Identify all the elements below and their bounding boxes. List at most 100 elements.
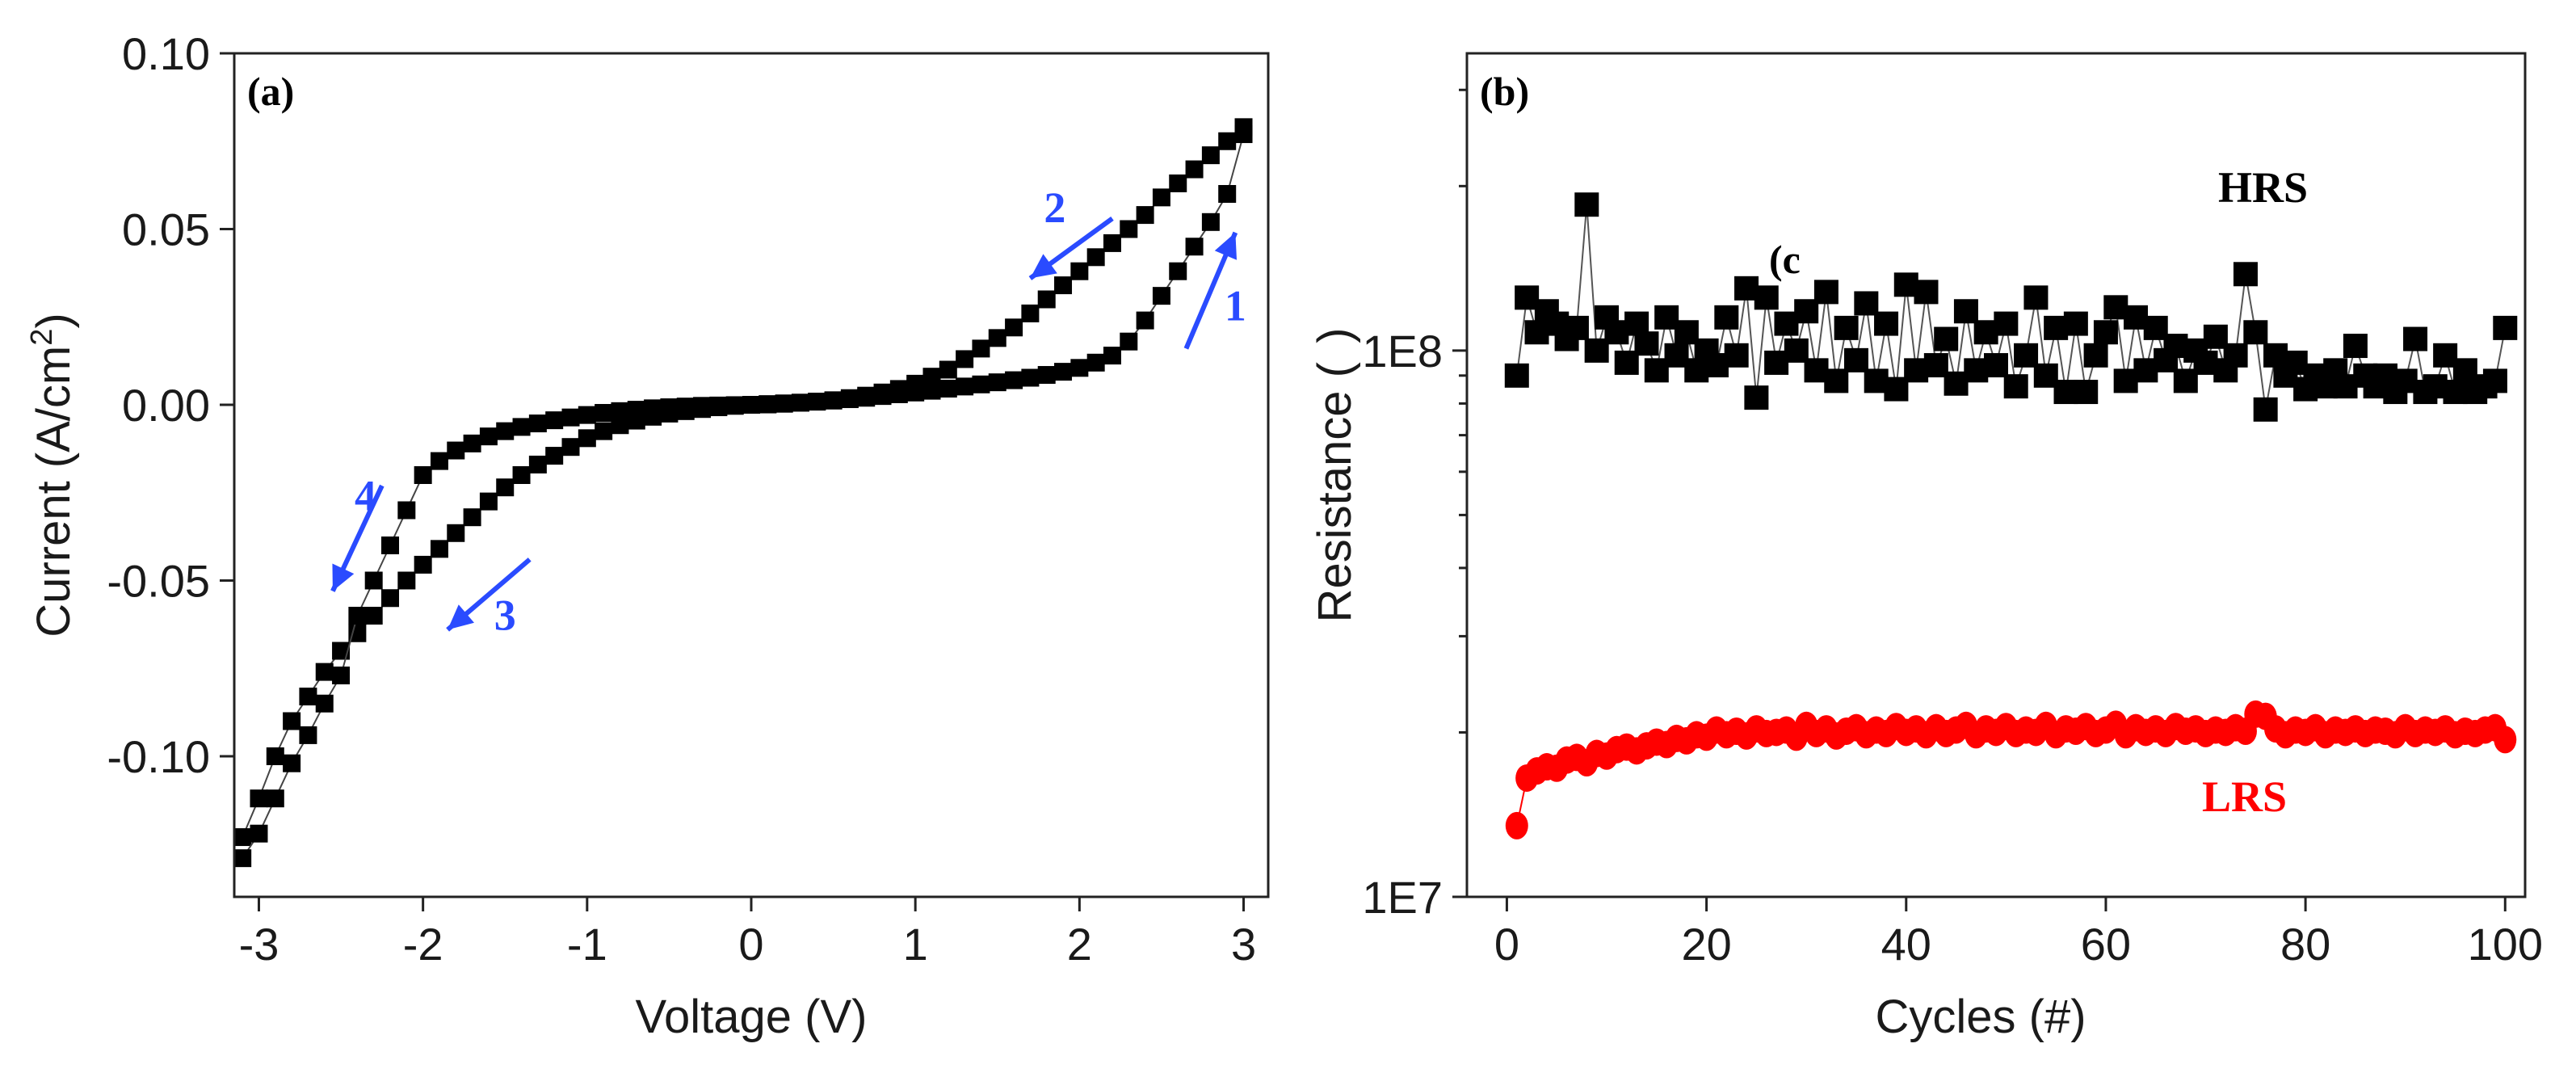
- panel-a-y-axis-title: Current (A/cm2): [25, 313, 80, 637]
- panel-a-sweep-arrow-label: 4: [355, 472, 376, 520]
- hrs-data-point: [2233, 262, 2258, 287]
- panel-a-data-point: [627, 401, 645, 419]
- panel-a-data-point: [1136, 311, 1154, 330]
- hrs-data-point: [1504, 363, 1529, 388]
- hrs-data-point: [1813, 280, 1838, 305]
- panel-a-data-point: [1103, 234, 1121, 252]
- panel-a-data-point: [1054, 363, 1073, 381]
- hrs-data-point: [1834, 315, 1859, 340]
- panel-a-data-point: [496, 478, 515, 497]
- panel-a-axis-ticks: -3 -2 -1 0 1 2 3 0.10 0.05 0.00 -0.05 -0.10: [107, 28, 1256, 970]
- panel-b-stray-text: (c: [1769, 237, 1801, 282]
- panel-a-data-point: [611, 402, 629, 420]
- panel-a-data-point: [1037, 366, 1056, 385]
- panel-a-data-point: [1185, 160, 1204, 179]
- panel-a-data-point: [906, 374, 925, 393]
- panel-a-data-point: [840, 389, 859, 407]
- panel-a-data-point: [283, 712, 301, 730]
- panel-a: -3 -2 -1 0 1 2 3 0.10 0.05 0.00 -0.05 -0.10 1 2 3 4 (a…: [25, 28, 1270, 1043]
- hrs-data-point: [2063, 311, 2088, 336]
- hrs-data-point: [2223, 343, 2248, 368]
- lrs-label: LRS: [2202, 772, 2287, 821]
- panel-a-data-point: [561, 408, 580, 427]
- panel-a-sweep-arrowhead: [332, 563, 355, 591]
- panel-a-x-tick-label: -3: [239, 919, 279, 970]
- panel-a-data-point: [315, 694, 334, 713]
- panel-a-y-axis-title-superscript: 2: [25, 329, 59, 346]
- panel-a-data-point: [1120, 220, 1138, 238]
- panel-a-data-point: [693, 397, 712, 415]
- panel-a-data-point: [332, 666, 351, 684]
- panel-a-data-point: [1201, 146, 1220, 165]
- panel-a-data-point: [1005, 318, 1023, 337]
- panel-a-arrows: 1 2 3 4: [330, 183, 1246, 639]
- panel-a-label: (a): [247, 69, 294, 114]
- panel-a-data-point: [578, 429, 596, 448]
- panel-a-data-point: [348, 607, 367, 625]
- panel-a-data-point: [545, 411, 564, 430]
- panel-a-data-point: [250, 824, 268, 843]
- panel-a-data-point: [364, 607, 383, 625]
- panel-a-data-point: [1086, 353, 1105, 372]
- panel-a-data-point: [1185, 238, 1204, 256]
- panel-a-x-tick-label: -1: [567, 919, 607, 970]
- panel-b: 0 20 40 60 80 100 1E7 1E8 (b) (c HRS LRS Cycles…: [1309, 52, 2543, 1043]
- panel-a-data-point: [545, 447, 564, 465]
- panel-a-data-point: [1005, 371, 1023, 389]
- panel-b-label: (b): [1480, 69, 1529, 114]
- hrs-data-point: [1984, 353, 2008, 378]
- panel-a-data-point: [528, 414, 547, 433]
- panel-a-data-marks: [233, 118, 1253, 868]
- hrs-data-point: [1953, 299, 1978, 324]
- panel-a-data-point: [595, 404, 613, 423]
- panel-a-data-point: [972, 375, 990, 393]
- panel-a-sweep-arrow-label: 3: [494, 591, 516, 639]
- panel-a-data-point: [1234, 118, 1253, 137]
- panel-a-sweep-arrow-label: 1: [1225, 282, 1246, 330]
- panel-a-y-tick-label: -0.05: [107, 556, 210, 607]
- panel-a-data-point: [742, 396, 760, 414]
- hrs-data-point: [2403, 326, 2428, 351]
- panel-a-data-point: [1103, 347, 1121, 365]
- panel-b-y-tick-label: 1E8: [1362, 326, 1443, 377]
- panel-a-data-point: [479, 492, 498, 511]
- panel-a-data-point: [759, 395, 777, 414]
- panel-a-data-point: [1037, 290, 1056, 309]
- panel-a-data-point: [857, 386, 876, 405]
- panel-a-data-point: [939, 360, 957, 379]
- panel-a-data-point: [233, 828, 252, 847]
- panel-a-data-point: [233, 849, 252, 868]
- panel-a-data-point: [956, 377, 974, 396]
- hrs-data-point: [2014, 343, 2039, 368]
- panel-b-x-tick-label: 40: [1881, 919, 1931, 970]
- hrs-data-point: [1824, 368, 1849, 393]
- panel-a-data-point: [315, 663, 334, 681]
- panel-a-data-point: [512, 418, 531, 436]
- panel-b-y-tick-label: 1E7: [1362, 872, 1443, 923]
- panel-a-data-point: [430, 540, 448, 558]
- panel-a-data-point: [528, 455, 547, 473]
- hrs-data-point: [1843, 347, 1868, 372]
- panel-a-sweep-arrowhead: [448, 604, 474, 630]
- hrs-data-point: [1714, 305, 1739, 330]
- panel-a-data-point: [1086, 248, 1105, 267]
- hrs-data-point: [2093, 320, 2118, 345]
- panel-b-x-tick-label: 60: [2081, 919, 2131, 970]
- panel-b-x-tick-label: 20: [1681, 919, 1731, 970]
- hrs-data-point: [2003, 374, 2028, 399]
- hrs-data-point: [2023, 285, 2049, 310]
- panel-a-data-point: [447, 524, 465, 542]
- hrs-data-point: [2493, 315, 2518, 340]
- panel-a-data-point: [956, 350, 974, 368]
- panel-a-data-point: [299, 688, 317, 706]
- panel-a-data-point: [1070, 262, 1089, 280]
- panel-a-data-point: [381, 589, 400, 608]
- hrs-data-point: [1874, 311, 1899, 336]
- panel-a-y-tick-label: 0.05: [122, 204, 210, 255]
- hrs-data-point: [1754, 285, 1779, 310]
- panel-a-y-tick-label: -0.10: [107, 731, 210, 782]
- panel-a-data-point: [988, 373, 1006, 392]
- lrs-data-point: [2494, 726, 2517, 754]
- panel-a-data-point: [824, 391, 843, 410]
